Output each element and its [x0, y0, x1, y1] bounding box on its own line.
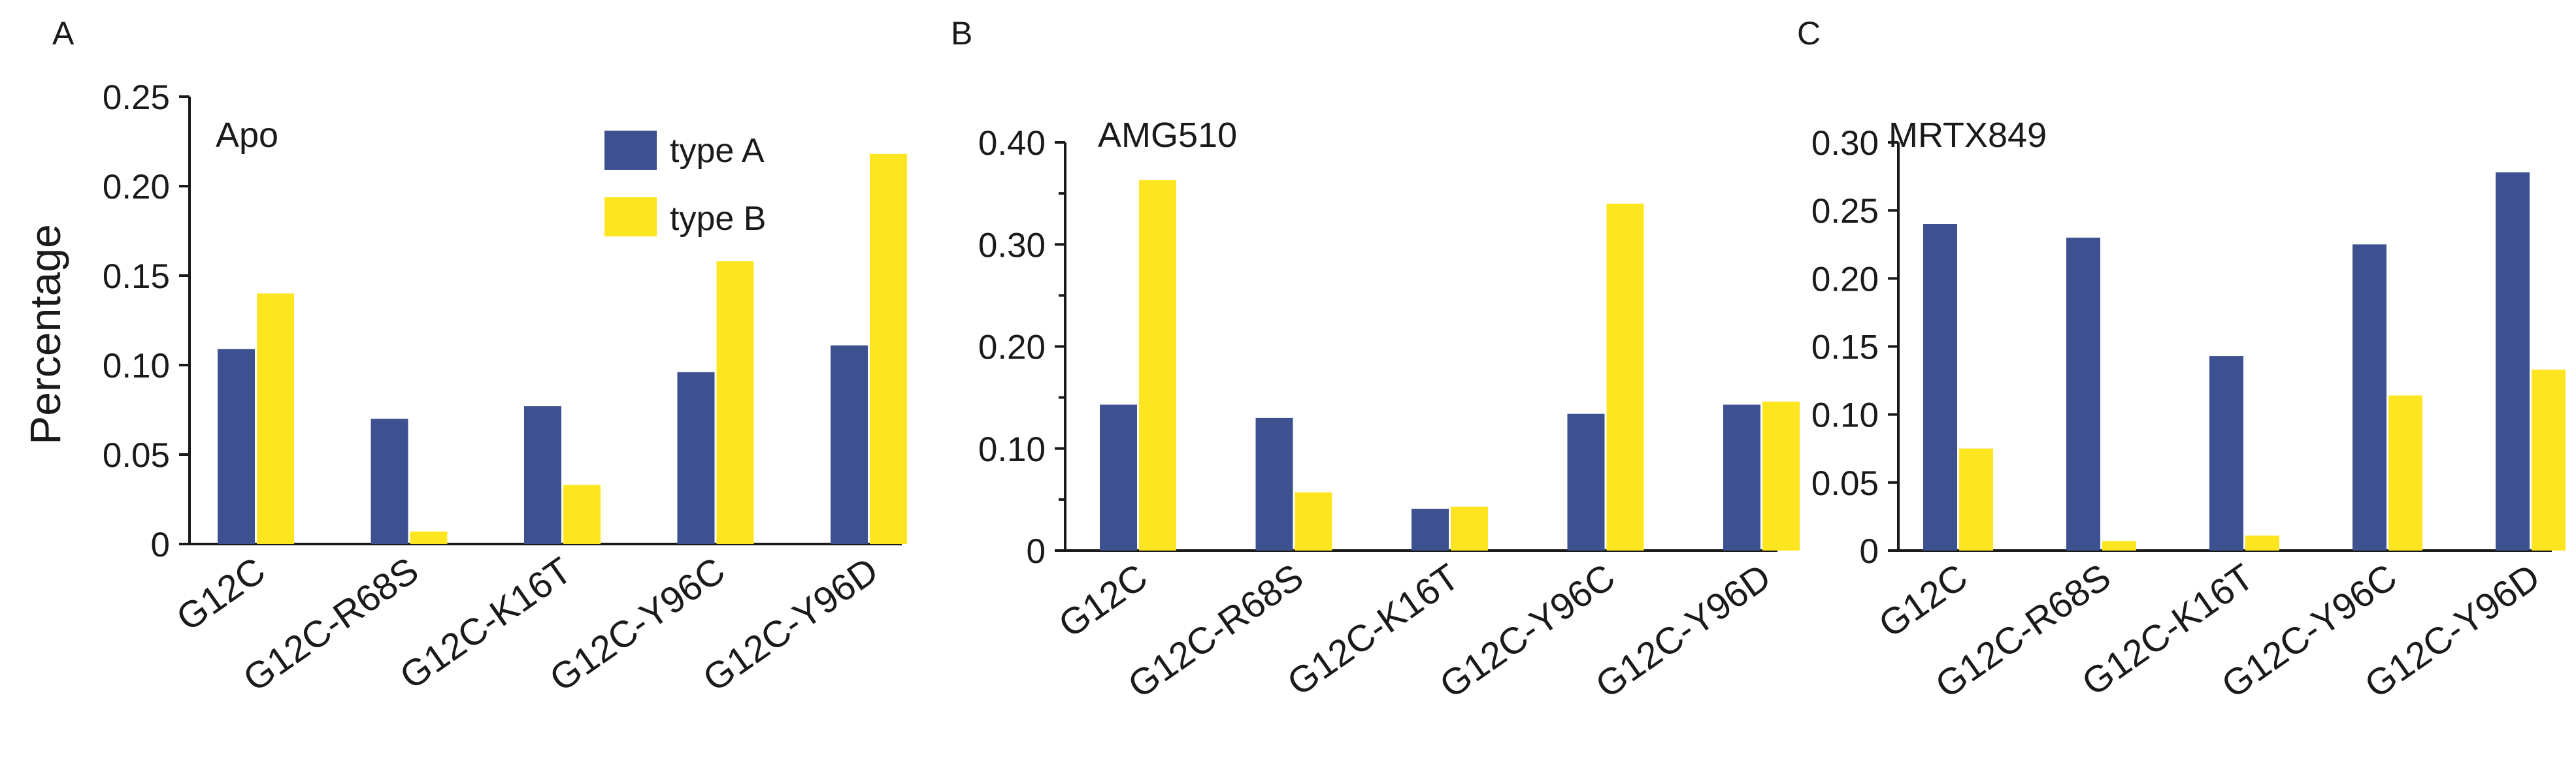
panel-c-letter: C	[1797, 15, 1821, 52]
bar-type-b	[2532, 369, 2566, 551]
panel-b-letter: B	[951, 15, 972, 52]
x-tick-label: G12C	[1051, 556, 1155, 646]
x-tick-label: G12C	[1872, 556, 1975, 646]
bar-type-b	[1451, 506, 1488, 551]
bar-type-b	[1762, 401, 1800, 551]
y-tick-label: 0.25	[103, 78, 170, 117]
y-tick-label: 0	[1027, 532, 1046, 571]
bar-type-b	[1606, 203, 1644, 551]
y-tick-label: 0.05	[103, 436, 170, 475]
panel-a-title: Apo	[216, 116, 278, 155]
bar-type-a	[371, 419, 408, 544]
y-tick-label: 0.30	[978, 226, 1046, 265]
bar-type-b	[1959, 448, 1993, 551]
bar-type-a	[1567, 413, 1605, 551]
x-tick-label: G12C-Y96D	[1588, 556, 1778, 707]
y-tick-label: 0.25	[1811, 192, 1879, 231]
y-tick-label: 0.40	[978, 124, 1046, 163]
bar-type-b	[870, 153, 907, 544]
bar-type-a	[831, 345, 868, 544]
panel-c-title: MRTX849	[1889, 116, 2047, 155]
bar-type-b	[2102, 541, 2136, 551]
x-tick-label: G12C-Y96C	[1432, 556, 1623, 707]
panel-a: A Apo Percentage 0 0.05 0.10 0.15 0.20 0.25 G1…	[21, 15, 907, 700]
y-tick-label: 0.20	[978, 329, 1046, 367]
bar-type-b	[1295, 492, 1332, 551]
legend-label-type-b: type B	[670, 200, 766, 238]
panel-a-bars	[218, 153, 907, 544]
y-tick-label: 0.10	[978, 430, 1046, 469]
legend-swatch-type-b	[604, 197, 657, 236]
bar-type-b	[563, 485, 601, 544]
y-tick-label: 0.15	[1811, 329, 1879, 367]
bar-type-b	[716, 261, 754, 544]
bar-type-a	[2066, 237, 2100, 551]
y-tick-label: 0.20	[1811, 260, 1879, 298]
panel-b-title: AMG510	[1098, 116, 1237, 155]
y-tick-label: 0	[151, 526, 170, 564]
bar-type-a	[2353, 244, 2386, 551]
bar-type-b	[257, 293, 294, 544]
legend: type A type B	[604, 131, 766, 238]
legend-label-type-a: type A	[670, 132, 765, 170]
panel-b-labels: 00.100.200.300.40G12CG12C-R68SG12C-K16TG…	[978, 124, 1779, 707]
y-tick-label: 0.30	[1811, 124, 1879, 163]
panel-c-labels: 00.050.100.150.200.250.30G12CG12C-R68SG1…	[1811, 124, 2548, 707]
bar-type-a	[2209, 356, 2243, 551]
x-tick-label: G12C	[169, 549, 273, 639]
bar-type-a	[1100, 404, 1137, 551]
y-tick-label: 0.10	[1811, 396, 1879, 435]
bar-type-b	[1139, 180, 1176, 551]
bar-type-b	[2388, 395, 2422, 551]
panel-c: C MRTX849 00.050.100.150.200.250.30G12CG…	[1797, 15, 2566, 707]
y-tick-label: 0.05	[1811, 464, 1879, 503]
y-tick-label: 0.20	[103, 168, 170, 206]
bar-type-a	[1723, 404, 1760, 551]
bar-type-a	[677, 372, 715, 544]
y-tick-label: 0.10	[103, 347, 170, 385]
bar-type-b	[410, 531, 448, 544]
legend-swatch-type-a	[604, 131, 657, 170]
bar-type-b	[2245, 536, 2279, 551]
bar-type-a	[524, 406, 561, 544]
x-tick-label: G12C-R68S	[1121, 556, 1311, 707]
bar-type-a	[1923, 224, 1957, 551]
bar-type-a	[218, 349, 255, 544]
bar-type-a	[2496, 172, 2530, 551]
y-tick-label: 0	[1860, 532, 1879, 571]
panel-b-bars	[1100, 180, 1800, 551]
panel-c-bars	[1923, 172, 2566, 551]
bar-type-a	[1255, 417, 1293, 551]
bar-type-a	[1412, 508, 1449, 551]
panel-a-letter: A	[52, 15, 74, 52]
y-axis-label: Percentage	[21, 224, 69, 445]
y-tick-label: 0.15	[103, 257, 170, 296]
